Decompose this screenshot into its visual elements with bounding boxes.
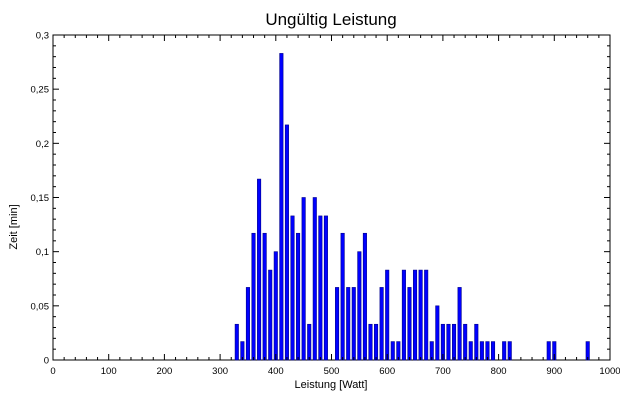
bar [474, 323, 479, 361]
x-tick-label: 100 [101, 366, 117, 377]
x-tick-label: 500 [324, 366, 340, 377]
bar [318, 215, 323, 361]
x-tick-label: 900 [546, 366, 562, 377]
bar [362, 232, 367, 361]
bar [413, 269, 418, 361]
bar [457, 287, 462, 361]
x-tick-label: 0 [50, 366, 55, 377]
bar [290, 215, 295, 361]
bar [502, 341, 507, 361]
bar [340, 232, 345, 361]
x-tick-label: 300 [212, 366, 228, 377]
bar [251, 232, 256, 361]
bar [424, 269, 429, 361]
y-tick-label: 0,2 [36, 139, 49, 150]
bars [234, 53, 590, 361]
bar [346, 287, 351, 361]
bar [385, 269, 390, 361]
y-tick-label: 0,15 [31, 193, 50, 204]
bar [546, 341, 551, 361]
bar [279, 53, 284, 361]
y-axis-ticks: 0 0,05 0,1 0,15 0,2 0,25 0,3 [31, 31, 610, 367]
bar [351, 287, 356, 361]
y-tick-label: 0,1 [36, 247, 49, 258]
bar [418, 269, 423, 361]
y-tick-label: 0,05 [31, 301, 50, 312]
bar [234, 323, 239, 361]
x-tick-label: 800 [491, 366, 507, 377]
bar [273, 251, 278, 361]
bar [390, 341, 395, 361]
bar [452, 323, 457, 361]
bar [479, 341, 484, 361]
bar [312, 197, 317, 361]
bar [262, 232, 267, 361]
bar [357, 251, 362, 361]
bar [301, 197, 306, 361]
bar [490, 341, 496, 361]
bar [374, 323, 379, 361]
y-axis-label: Zeit [min] [8, 204, 20, 249]
chart-title: Ungültig Leistung [265, 10, 396, 29]
x-tick-label: 400 [268, 366, 284, 377]
bar [296, 232, 301, 361]
bar [323, 215, 328, 361]
plot-area [52, 34, 611, 361]
bar [335, 287, 340, 361]
x-tick-label: 600 [379, 366, 395, 377]
bar [284, 124, 289, 361]
bar [307, 323, 312, 361]
bar [257, 178, 262, 361]
x-tick-label: 700 [435, 366, 451, 377]
y-tick-label: 0 [44, 356, 49, 367]
x-axis-ticks: 0 100 200 300 400 500 600 700 800 900 1000 [50, 35, 620, 377]
y-tick-label: 0,25 [31, 85, 50, 96]
bar [368, 323, 373, 361]
bar [379, 287, 384, 361]
bar [435, 305, 440, 361]
bar [463, 323, 468, 361]
bar [407, 287, 412, 361]
bar [401, 269, 406, 361]
x-tick-label: 1000 [599, 366, 620, 377]
bar [268, 269, 273, 361]
bar [245, 287, 250, 361]
x-axis-label: Leistung [Watt] [295, 379, 368, 391]
bar [446, 323, 451, 361]
y-tick-label: 0,3 [36, 31, 49, 42]
x-tick-label: 200 [156, 366, 172, 377]
bar [468, 341, 473, 361]
